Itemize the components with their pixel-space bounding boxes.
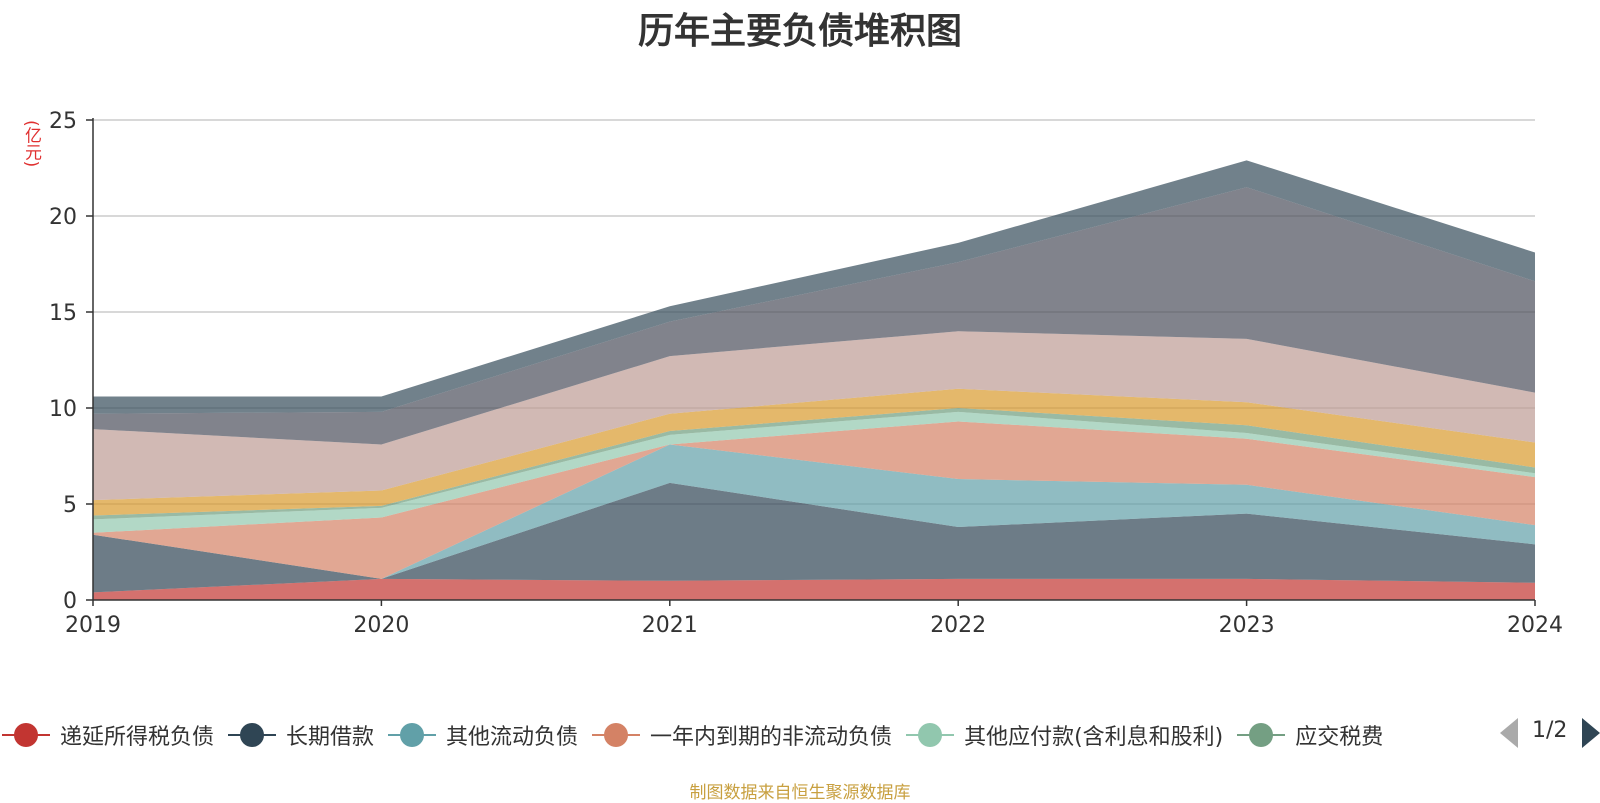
legend-item-1[interactable]: 长期借款 xyxy=(228,715,374,755)
y-tick-label-0: 0 xyxy=(63,589,77,614)
x-tick-label-2023: 2023 xyxy=(1219,613,1275,638)
x-tick-label-2022: 2022 xyxy=(930,613,986,638)
y-tick-label-25: 25 xyxy=(49,109,77,134)
legend: 递延所得税负债 长期借款 其他流动负债 一年内到期的非流动负债 其他应付款(含利息和股利… xyxy=(0,715,1500,755)
area-series-7 xyxy=(93,331,1535,501)
legend-marker-icon xyxy=(388,723,437,747)
axes: 0 5 10 15 20 25 2019 2020 2021 2022 2023 2024 xyxy=(49,109,1563,638)
y-tick-label-10: 10 xyxy=(49,397,77,422)
legend-label: 其他应付款(含利息和股利) xyxy=(964,725,1224,750)
legend-next-page-icon[interactable] xyxy=(1582,718,1600,748)
y-tick-label-15: 15 xyxy=(49,301,77,326)
legend-marker-icon xyxy=(2,723,50,747)
legend-label: 其他流动负债 xyxy=(446,725,579,750)
stacked-area-chart: 0 5 10 15 20 25 2019 2020 2021 2022 2023 2024 xyxy=(49,109,1563,638)
x-tick-label-2020: 2020 xyxy=(353,613,409,638)
legend-item-4[interactable]: 其他应付款(含利息和股利) xyxy=(906,715,1223,755)
area-series xyxy=(93,160,1535,600)
legend-page-indicator: 1/2 xyxy=(1532,718,1568,743)
legend-label: 长期借款 xyxy=(286,725,375,750)
legend-item-2[interactable]: 其他流动负债 xyxy=(388,715,578,755)
area-series-3 xyxy=(93,421,1535,579)
y-tick-label-5: 5 xyxy=(63,493,77,518)
legend-marker-icon xyxy=(228,723,277,747)
area-series-6 xyxy=(93,388,1535,516)
area-series-4 xyxy=(93,411,1535,533)
x-tick-label-2024: 2024 xyxy=(1507,613,1563,638)
area-series-0 xyxy=(93,578,1535,600)
legend-label: 应交税费 xyxy=(1295,725,1384,750)
legend-item-0[interactable]: 递延所得税负债 xyxy=(2,715,214,755)
area-series-1 xyxy=(93,482,1535,593)
legend-marker-icon xyxy=(1237,723,1286,747)
legend-label: 一年内到期的非流动负债 xyxy=(650,725,893,750)
x-tick-label-2019: 2019 xyxy=(65,613,121,638)
data-source-note: 制图数据来自恒生聚源数据库 xyxy=(689,783,911,803)
legend-item-5[interactable]: 应交税费 xyxy=(1237,715,1383,755)
x-tick-label-2021: 2021 xyxy=(642,613,698,638)
legend-label: 递延所得税负债 xyxy=(60,725,215,750)
y-tick-label-20: 20 xyxy=(49,205,77,230)
area-series-9 xyxy=(93,160,1535,414)
legend-marker-icon xyxy=(906,723,955,747)
legend-prev-page-icon[interactable] xyxy=(1500,718,1518,748)
area-series-2 xyxy=(93,444,1535,579)
legend-marker-icon xyxy=(592,723,641,747)
y-axis-unit-label: (亿元) xyxy=(21,120,41,168)
area-series-8 xyxy=(93,187,1535,445)
chart-title: 历年主要负债堆积图 xyxy=(637,11,962,52)
legend-pager: 1/2 xyxy=(1500,716,1600,756)
legend-item-3[interactable]: 一年内到期的非流动负债 xyxy=(592,715,892,755)
